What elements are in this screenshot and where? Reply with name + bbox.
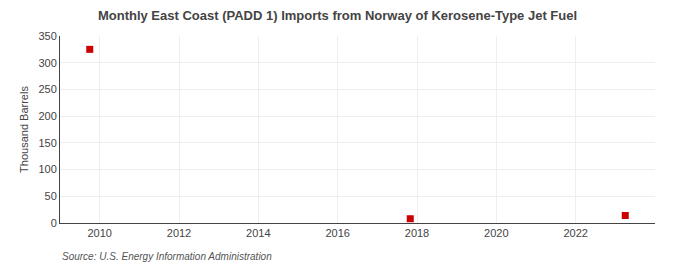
svg-text:2016: 2016	[325, 227, 349, 239]
svg-text:2012: 2012	[167, 227, 191, 239]
svg-text:2014: 2014	[246, 227, 270, 239]
svg-text:2020: 2020	[484, 227, 508, 239]
svg-text:0: 0	[51, 217, 57, 229]
svg-text:Source: U.S. Energy Informatio: Source: U.S. Energy Information Administ…	[62, 251, 272, 262]
svg-text:2010: 2010	[87, 227, 111, 239]
svg-text:2018: 2018	[405, 227, 429, 239]
svg-text:50: 50	[45, 190, 57, 202]
svg-text:200: 200	[38, 110, 56, 122]
svg-text:350: 350	[38, 30, 56, 42]
svg-text:150: 150	[38, 137, 56, 149]
svg-text:Thousand Barrels: Thousand Barrels	[18, 86, 30, 173]
svg-text:Monthly East Coast (PADD 1) Im: Monthly East Coast (PADD 1) Imports from…	[98, 8, 577, 23]
svg-text:250: 250	[38, 83, 56, 95]
svg-text:300: 300	[38, 57, 56, 69]
svg-text:2022: 2022	[563, 227, 587, 239]
svg-text:100: 100	[38, 163, 56, 175]
